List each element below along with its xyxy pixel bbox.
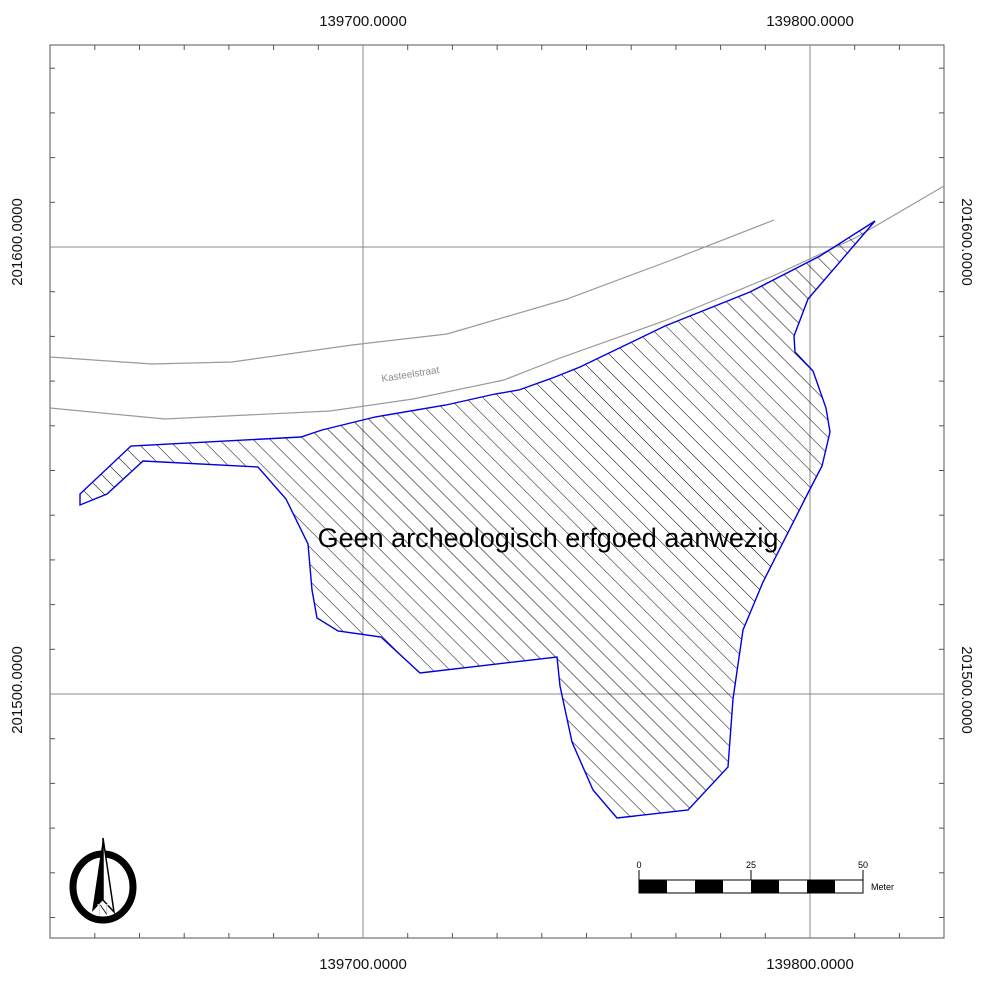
coord-label-y-left-upper: 201600.0000 [9, 198, 26, 286]
scale-seg-7 [807, 880, 835, 893]
street-kasteelstraat [49, 185, 945, 420]
coord-label-y-right-upper: 201600.0000 [958, 198, 975, 286]
street-edge-south [49, 185, 945, 420]
coord-label-x-bottom-right: 139800.0000 [766, 956, 854, 973]
street-edge-north [49, 219, 775, 365]
coord-label-y-right-lower: 201500.0000 [958, 646, 975, 734]
scale-seg-5 [751, 880, 779, 893]
scale-seg-3 [695, 880, 723, 893]
archaeology-zone-polygon [79, 220, 876, 819]
coord-label-x-top-right: 139800.0000 [766, 13, 854, 30]
scale-seg-1 [639, 880, 667, 893]
coord-label-x-top-left: 139700.0000 [319, 13, 407, 30]
scale-label-25: 25 [746, 860, 756, 870]
scale-label-50: 50 [858, 860, 868, 870]
scale-label-0: 0 [636, 860, 641, 870]
scale-bar: 0 25 50 Meter [636, 860, 894, 894]
coord-label-x-bottom-left: 139700.0000 [319, 956, 407, 973]
coord-label-y-left-lower: 201500.0000 [9, 646, 26, 734]
north-arrow-letter: N [97, 902, 109, 919]
zone-label: Geen archeologisch erfgoed aanwezig [318, 523, 779, 553]
scale-unit-label: Meter [871, 882, 894, 892]
north-arrow-icon: N [69, 837, 137, 924]
